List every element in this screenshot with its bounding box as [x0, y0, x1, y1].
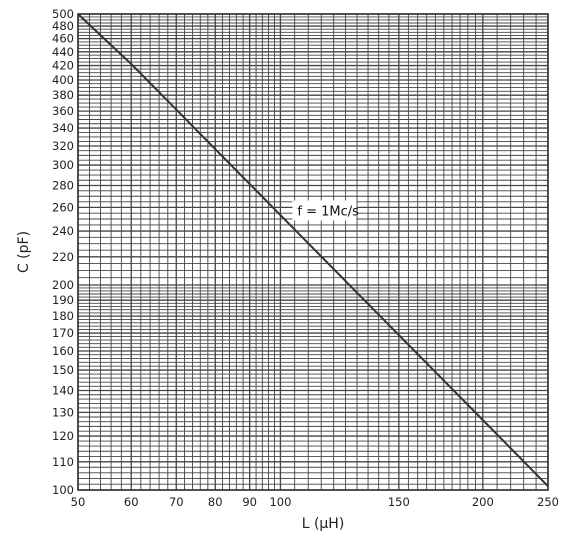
x-tick-label: 100 — [269, 495, 291, 509]
y-tick-label: 260 — [52, 200, 74, 214]
y-axis-label: C (pF) — [16, 231, 32, 273]
series-line — [77, 13, 549, 487]
y-tick-label: 220 — [52, 250, 74, 264]
y-tick-label: 100 — [52, 483, 74, 497]
y-tick-label: 170 — [52, 326, 74, 340]
x-tick-label: 250 — [537, 495, 559, 509]
x-tick-labels: 50 60 70 80 90 100 150 200 250 — [71, 495, 559, 509]
x-axis-label: L (μH) — [302, 516, 345, 532]
y-tick-label: 160 — [52, 344, 74, 358]
y-tick-label: 320 — [52, 139, 74, 153]
y-tick-label: 150 — [52, 363, 74, 377]
y-tick-label: 140 — [52, 383, 74, 397]
x-tick-label: 90 — [242, 495, 257, 509]
y-tick-label: 360 — [52, 104, 74, 118]
grid — [77, 13, 549, 491]
y-tick-label: 440 — [52, 45, 74, 59]
y-tick-label: 240 — [52, 224, 74, 238]
y-tick-label: 340 — [52, 121, 74, 135]
x-tick-label: 80 — [208, 495, 223, 509]
y-tick-label: 120 — [52, 429, 74, 443]
y-tick-label: 190 — [52, 293, 74, 307]
x-tick-label: 60 — [124, 495, 139, 509]
x-tick-label: 70 — [169, 495, 184, 509]
x-tick-label: 150 — [388, 495, 410, 509]
x-tick-label: 200 — [472, 495, 494, 509]
y-tick-label: 300 — [52, 158, 74, 172]
y-tick-label: 280 — [52, 178, 74, 192]
y-tick-label: 420 — [52, 59, 74, 73]
y-tick-label: 180 — [52, 309, 74, 323]
annotation-background — [292, 200, 357, 221]
y-tick-label: 460 — [52, 32, 74, 46]
y-tick-label: 480 — [52, 19, 74, 33]
x-tick-label: 50 — [71, 495, 86, 509]
y-tick-label: 110 — [52, 455, 74, 469]
y-tick-label: 500 — [52, 7, 74, 21]
y-tick-label: 400 — [52, 73, 74, 87]
plot-frame — [77, 13, 549, 491]
y-tick-label: 200 — [52, 278, 74, 292]
y-tick-label: 380 — [52, 88, 74, 102]
y-tick-label: 130 — [52, 405, 74, 419]
annotation-label: f = 1Mc/s — [297, 204, 359, 219]
